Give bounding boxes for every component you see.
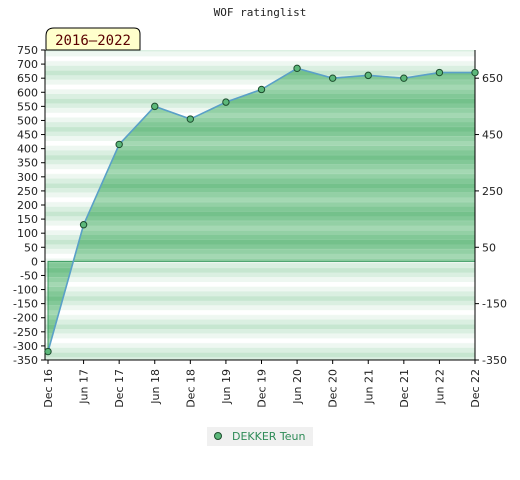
x-tick-label: Dec 18 (184, 369, 197, 408)
x-tick-label: Dec 16 (42, 369, 55, 408)
y-tick-label-left: 750 (17, 44, 38, 57)
data-point (257, 85, 266, 94)
points-layer (44, 64, 479, 356)
y-tick-label-left: -100 (13, 284, 38, 297)
x-tick-label: Jun 18 (149, 369, 162, 405)
y-tick-label-left: -300 (13, 340, 38, 353)
x-tick-label: Dec 20 (327, 369, 340, 408)
y-tick-label-left: 650 (17, 72, 38, 85)
data-point (79, 221, 88, 229)
y-tick-label-left: 0 (31, 255, 38, 268)
data-point (151, 102, 159, 111)
data-point (115, 140, 123, 149)
y-tick-label-left: 600 (17, 86, 38, 99)
y-tick-label-left: 250 (17, 185, 38, 198)
data-point (400, 74, 408, 82)
legend: DEKKER Teun (207, 427, 313, 446)
x-tick-label: Jun 20 (291, 369, 304, 405)
y-tick-label-left: 150 (17, 213, 38, 226)
y-tick-label-left: 550 (17, 100, 38, 113)
y-tick-label-right: -150 (482, 298, 507, 311)
x-tick-label: Jun 17 (78, 369, 91, 405)
y-tick-label-right: 650 (482, 72, 503, 85)
y-tick-label-left: 350 (17, 157, 38, 170)
y-tick-label-right: 50 (482, 241, 496, 254)
period-badge: 2016–2022 (45, 27, 141, 51)
legend-marker (214, 432, 222, 440)
y-tick-label-right: 250 (482, 185, 503, 198)
y-tick-label-left: -350 (13, 354, 38, 367)
x-tick-label: Dec 17 (113, 369, 126, 408)
data-point (471, 68, 479, 77)
y-tick-label-left: 400 (17, 143, 38, 156)
data-point (435, 68, 444, 77)
y-tick-label-left: 450 (17, 129, 38, 142)
x-tick-label: Dec 19 (256, 369, 269, 408)
data-point (364, 71, 372, 80)
x-tick-label: Jun 21 (362, 369, 375, 405)
y-tick-label-left: -250 (13, 326, 38, 339)
legend-label: DEKKER Teun (232, 430, 306, 443)
y-tick-label-left: 700 (17, 58, 38, 71)
x-tick-label: Dec 21 (398, 369, 411, 408)
chart-title: WOF ratinglist (214, 6, 307, 19)
x-tick-label: Jun 22 (433, 369, 446, 405)
y-tick-label-left: 200 (17, 199, 38, 212)
y-tick-label-right: 450 (482, 129, 503, 142)
x-tick-label: Jun 19 (220, 369, 233, 405)
data-point (328, 74, 337, 82)
y-tick-label-left: -150 (13, 298, 38, 311)
y-tick-label-left: 100 (17, 227, 38, 240)
axes-layer: 7507006506005505004504003503002502001501… (13, 44, 507, 408)
y-tick-label-right: -350 (482, 354, 507, 367)
x-tick-label: Dec 22 (469, 369, 482, 408)
y-tick-label-left: 300 (17, 171, 38, 184)
y-tick-label-left: -200 (13, 312, 38, 325)
y-tick-label-left: 50 (24, 241, 38, 254)
data-point (44, 347, 52, 356)
period-badge-text: 2016–2022 (55, 33, 131, 49)
y-tick-label-left: -50 (20, 269, 38, 282)
data-point (222, 98, 230, 106)
y-tick-label-left: 500 (17, 114, 38, 127)
data-point (186, 115, 195, 123)
data-point (293, 64, 301, 73)
